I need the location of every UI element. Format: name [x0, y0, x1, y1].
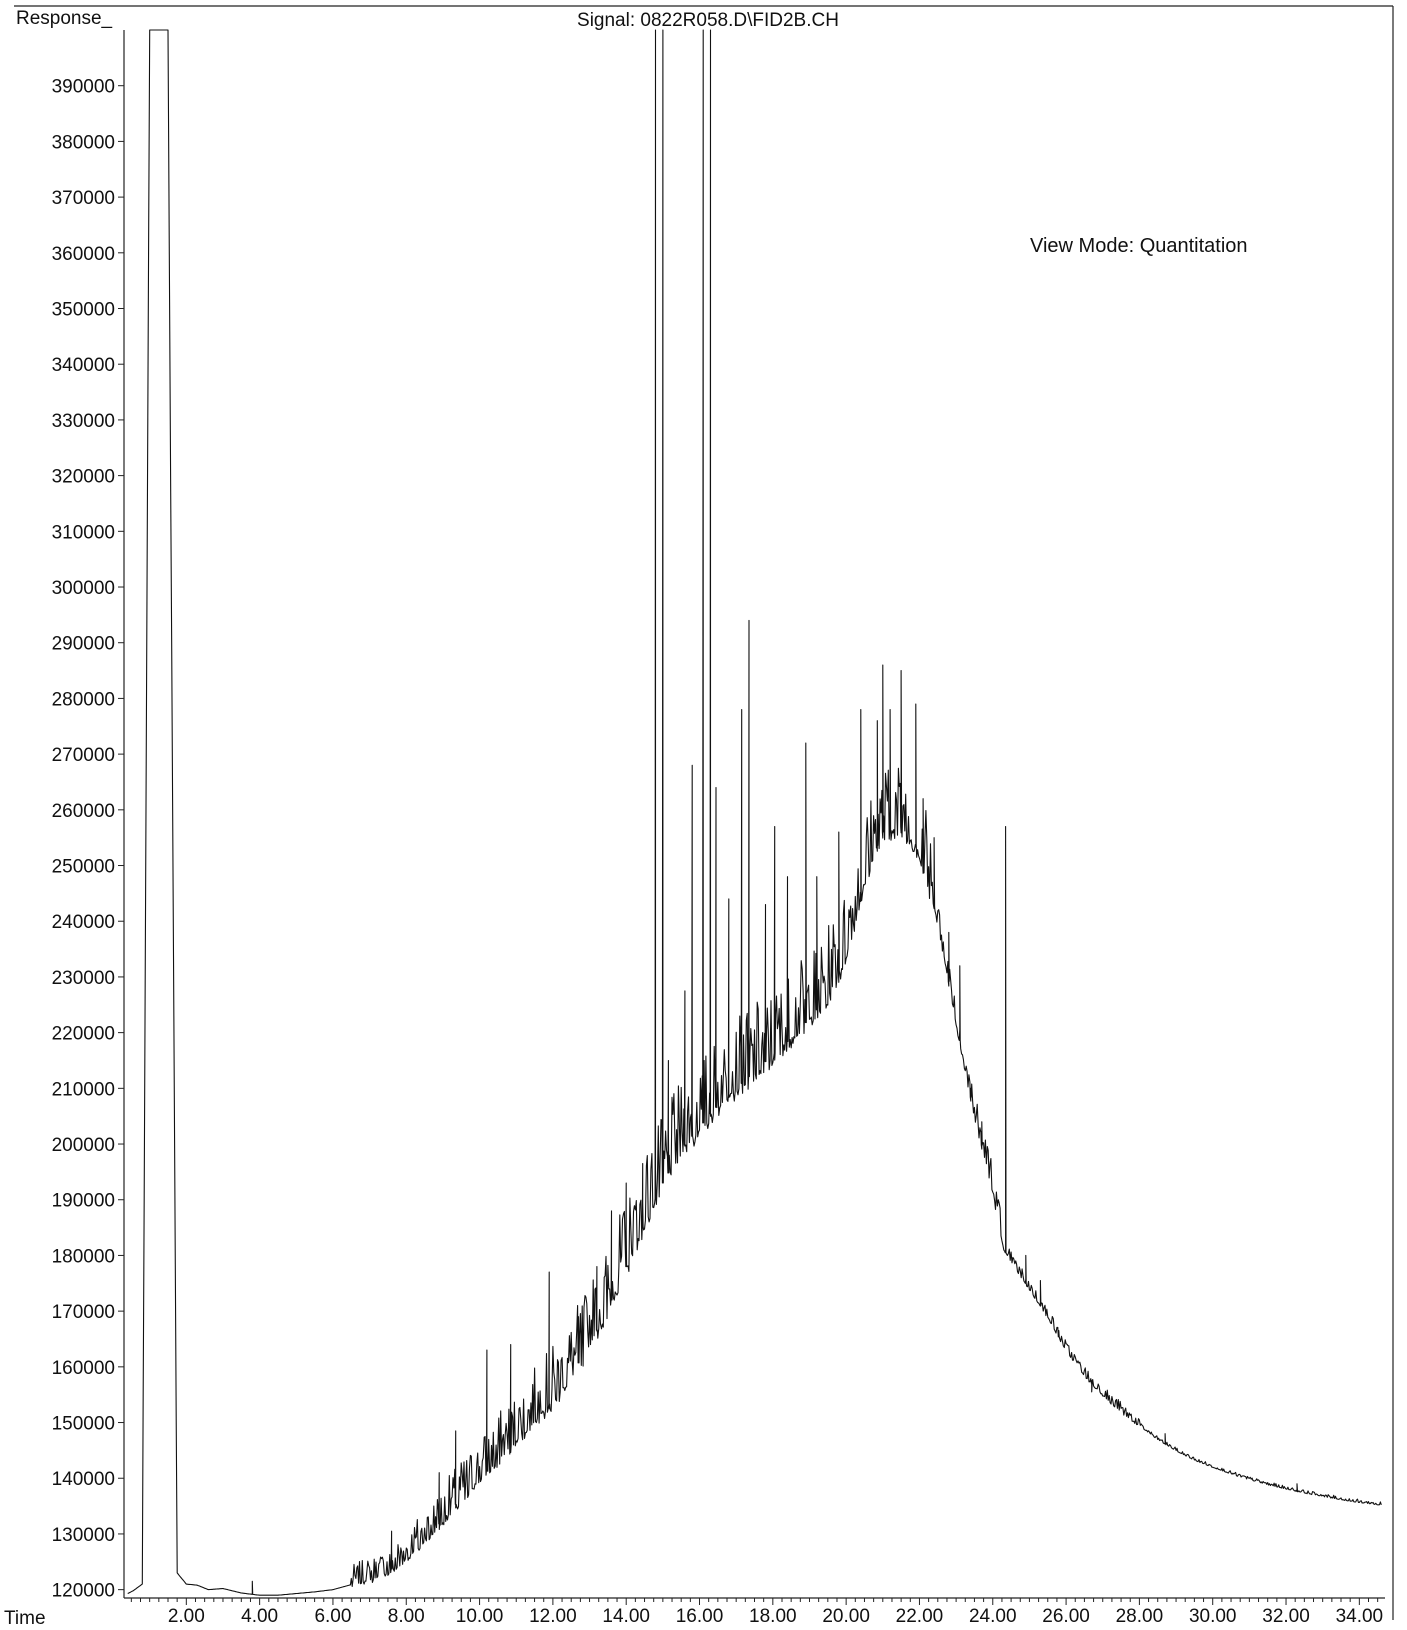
y-tick-label: 380000	[52, 132, 115, 153]
x-tick-label: 10.00	[456, 1606, 504, 1627]
x-axis-ticks: 2.00 4.00 6.00 8.00 10.00 12.00 14.00 16.00 18.0…	[130, 1598, 1384, 1627]
y-tick-label: 300000	[52, 578, 115, 599]
y-tick-label: 170000	[52, 1302, 115, 1323]
signal-title: Signal: 0822R058.D\FID2B.CH	[577, 10, 839, 31]
x-tick-label: 20.00	[822, 1606, 870, 1627]
x-tick-label: 30.00	[1189, 1606, 1237, 1627]
y-tick-label: 190000	[52, 1191, 115, 1212]
y-tick-label: 330000	[52, 411, 115, 432]
y-tick-label: 320000	[52, 467, 115, 488]
y-tick-label: 220000	[52, 1024, 115, 1045]
y-tick-label: 340000	[52, 355, 115, 376]
x-axis-title: Time	[4, 1608, 46, 1629]
x-tick-label: 26.00	[1042, 1606, 1090, 1627]
signal-trace	[127, 29, 1382, 1596]
y-axis-ticks: 120000 130000 140000 150000 160000 170000 1800…	[52, 77, 124, 1602]
y-tick-label: 350000	[52, 300, 115, 321]
y-tick-label: 130000	[52, 1525, 115, 1546]
view-mode-label: View Mode: Quantitation	[1030, 235, 1248, 257]
y-tick-label: 270000	[52, 745, 115, 766]
y-tick-label: 260000	[52, 801, 115, 822]
y-tick-label: 120000	[52, 1581, 115, 1602]
x-tick-label: 34.00	[1336, 1606, 1384, 1627]
y-tick-label: 290000	[52, 634, 115, 655]
y-tick-label: 160000	[52, 1358, 115, 1379]
x-tick-label: 22.00	[896, 1606, 944, 1627]
y-axis-title: Response_	[16, 8, 113, 29]
x-tick-label: 12.00	[529, 1606, 577, 1627]
x-tick-label: 2.00	[168, 1606, 205, 1627]
y-tick-label: 200000	[52, 1135, 115, 1156]
y-tick-label: 310000	[52, 522, 115, 543]
x-tick-label: 24.00	[969, 1606, 1017, 1627]
y-tick-label: 150000	[52, 1414, 115, 1435]
x-tick-label: 32.00	[1262, 1606, 1310, 1627]
y-tick-label: 240000	[52, 912, 115, 933]
x-tick-label: 18.00	[749, 1606, 797, 1627]
y-tick-label: 140000	[52, 1469, 115, 1490]
y-tick-label: 390000	[52, 77, 115, 98]
y-tick-label: 360000	[52, 244, 115, 265]
y-tick-label: 250000	[52, 857, 115, 878]
x-tick-label: 6.00	[314, 1606, 351, 1627]
x-tick-label: 8.00	[388, 1606, 425, 1627]
x-tick-label: 16.00	[676, 1606, 724, 1627]
y-tick-label: 210000	[52, 1079, 115, 1100]
y-tick-label: 230000	[52, 968, 115, 989]
y-tick-label: 180000	[52, 1246, 115, 1267]
y-tick-label: 280000	[52, 689, 115, 710]
x-tick-label: 28.00	[1116, 1606, 1164, 1627]
x-tick-label: 4.00	[241, 1606, 278, 1627]
x-tick-label: 14.00	[602, 1606, 650, 1627]
y-tick-label: 370000	[52, 188, 115, 209]
